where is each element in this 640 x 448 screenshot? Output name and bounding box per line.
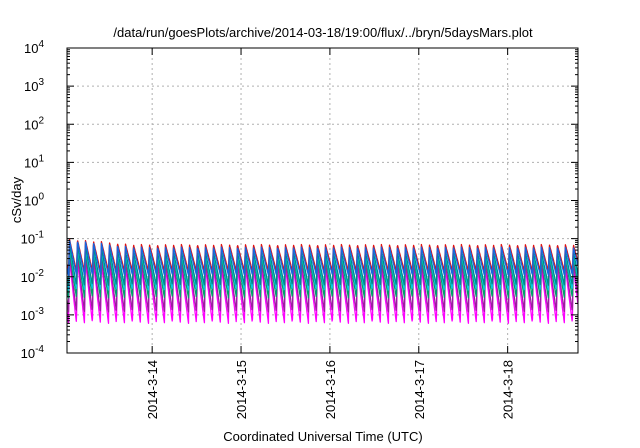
y-tick-label: 101	[24, 153, 44, 170]
x-tick-label: 2014-3-14	[145, 360, 160, 419]
y-tick-label: 102	[24, 115, 44, 132]
x-tick-label: 2014-3-18	[501, 360, 516, 419]
y-ticks: 10-4 10-3 10-2 10-1 100 101 102 103 104	[21, 39, 578, 361]
x-ticks: 2014-3-14 2014-3-15 2014-3-16 2014-3-17 2014…	[145, 48, 516, 419]
x-tick-label: 2014-3-15	[234, 360, 249, 419]
series-line-7	[67, 239, 578, 276]
y-axis-label: cSv/day	[9, 176, 24, 223]
chart-title: /data/run/goesPlots/archive/2014-03-18/1…	[113, 25, 533, 40]
y-tick-label: 10-3	[21, 306, 45, 323]
y-tick-label: 10-4	[21, 344, 45, 361]
y-tick-label: 103	[24, 77, 44, 94]
x-axis-label: Coordinated Universal Time (UTC)	[223, 429, 422, 444]
x-tick-label: 2014-3-16	[323, 360, 338, 419]
y-tick-label: 10-2	[21, 268, 45, 285]
x-tick-label: 2014-3-17	[412, 360, 427, 419]
y-tick-label: 10-1	[21, 230, 45, 247]
y-tick-label: 100	[24, 192, 44, 209]
y-tick-label: 104	[24, 39, 44, 56]
series-group	[67, 238, 578, 324]
